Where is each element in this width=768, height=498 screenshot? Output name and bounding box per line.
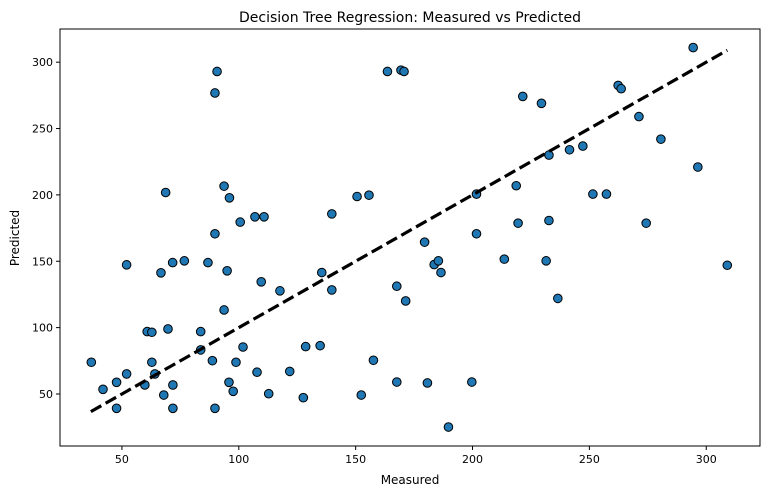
- data-point: [160, 187, 171, 198]
- data-point: [98, 384, 108, 395]
- data-point: [156, 268, 166, 278]
- data-point: [195, 326, 206, 337]
- y-axis-label: Predicted: [8, 210, 22, 266]
- data-point: [212, 66, 222, 77]
- data-point: [210, 403, 220, 414]
- data-point: [111, 403, 122, 414]
- data-point: [616, 83, 626, 94]
- data-point: [228, 386, 238, 397]
- data-point: [210, 228, 220, 239]
- data-point: [578, 141, 588, 151]
- data-point: [588, 189, 598, 199]
- data-point: [693, 162, 703, 172]
- data-point: [436, 267, 446, 278]
- data-point: [168, 380, 178, 390]
- data-point: [536, 98, 547, 109]
- data-point: [235, 217, 246, 227]
- data-point: [222, 266, 232, 276]
- data-point: [641, 218, 651, 228]
- data-point: [327, 285, 337, 295]
- chart-title: Decision Tree Regression: Measured vs Pr…: [239, 10, 581, 26]
- data-point: [203, 257, 213, 268]
- y-tick-label: 250: [32, 123, 53, 136]
- data-point: [634, 111, 644, 122]
- data-point: [111, 377, 122, 388]
- data-point: [553, 293, 563, 304]
- data-point: [167, 257, 178, 268]
- data-point: [364, 190, 374, 200]
- data-point: [356, 390, 367, 400]
- data-point: [275, 286, 285, 296]
- data-point: [168, 403, 178, 414]
- y-tick-label: 200: [32, 189, 53, 202]
- data-point: [207, 355, 218, 366]
- data-point: [656, 134, 666, 144]
- data-point: [315, 340, 325, 351]
- data-point: [147, 327, 157, 338]
- data-point: [231, 357, 241, 368]
- data-point: [443, 422, 454, 432]
- x-axis-label: Measured: [381, 473, 440, 487]
- x-tick-label: 300: [696, 453, 717, 466]
- data-point: [219, 305, 229, 315]
- y-tick-label: 300: [32, 56, 53, 69]
- data-point: [121, 260, 132, 270]
- y-tick-label: 100: [32, 322, 53, 335]
- data-point: [86, 357, 97, 368]
- data-point: [499, 254, 510, 264]
- data-point: [511, 180, 522, 191]
- data-point: [259, 211, 269, 222]
- x-tick-label: 50: [115, 453, 129, 466]
- data-point: [471, 228, 482, 239]
- data-point: [252, 367, 262, 378]
- data-point: [601, 189, 612, 199]
- data-point: [298, 392, 309, 403]
- data-point: [158, 390, 169, 400]
- data-point: [224, 377, 234, 388]
- plot-frame: [59, 28, 761, 447]
- data-point: [433, 256, 444, 266]
- data-point: [250, 211, 260, 222]
- data-point: [327, 209, 337, 219]
- data-point: [419, 237, 430, 247]
- data-point: [544, 215, 554, 226]
- data-point: [368, 355, 379, 366]
- data-point: [391, 281, 402, 292]
- x-tick-label: 200: [462, 453, 483, 466]
- data-point: [224, 193, 235, 203]
- data-point: [422, 378, 433, 388]
- data-point: [400, 296, 411, 306]
- data-point: [284, 366, 295, 377]
- data-point: [544, 150, 554, 160]
- data-point: [517, 91, 528, 102]
- data-point: [564, 144, 575, 155]
- x-tick-label: 100: [228, 453, 249, 466]
- data-point: [179, 256, 190, 266]
- data-point: [722, 260, 733, 271]
- data-point: [219, 181, 229, 191]
- data-point: [316, 267, 327, 278]
- data-point: [163, 324, 173, 334]
- data-point: [688, 42, 698, 53]
- data-point: [391, 377, 402, 387]
- data-point: [238, 342, 248, 352]
- data-point: [513, 218, 523, 228]
- y-tick-label: 150: [32, 255, 53, 268]
- data-point: [147, 357, 157, 368]
- data-point: [352, 191, 362, 202]
- data-point: [210, 88, 220, 98]
- data-point: [467, 377, 477, 387]
- data-point: [382, 66, 393, 77]
- data-point: [121, 369, 132, 379]
- data-point: [256, 277, 267, 287]
- data-point: [541, 256, 551, 266]
- data-point: [300, 341, 311, 352]
- x-tick-label: 250: [579, 453, 600, 466]
- data-point: [399, 66, 409, 77]
- y-tick-label: 50: [39, 388, 53, 401]
- data-point: [263, 388, 274, 399]
- identity-line: [90, 48, 729, 414]
- x-tick-label: 150: [345, 453, 366, 466]
